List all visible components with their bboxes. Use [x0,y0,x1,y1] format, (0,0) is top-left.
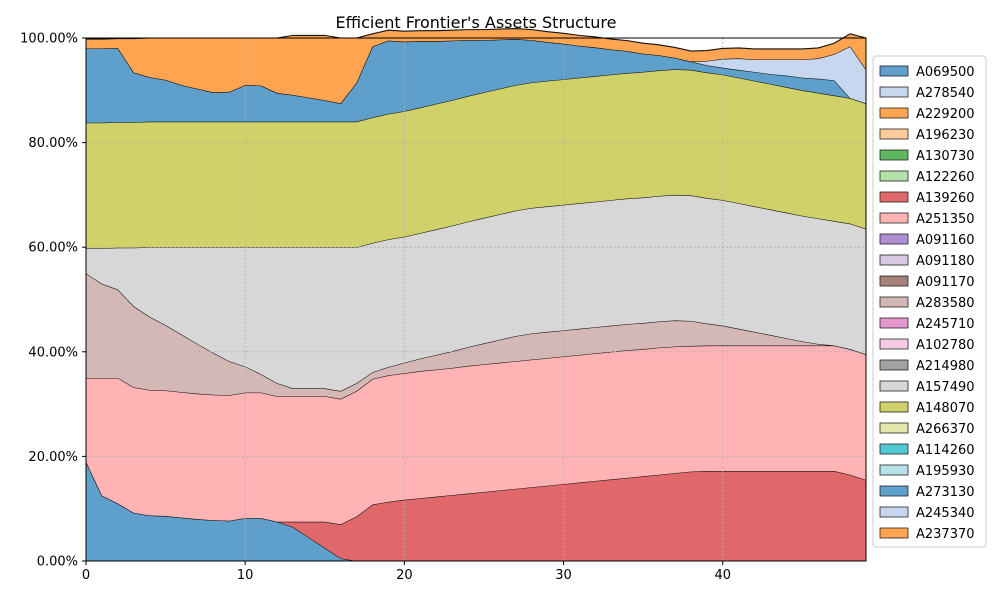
legend-swatch-A251350 [879,212,909,224]
legend-swatch-A091160 [879,233,909,245]
y-tick-label: 60.00% [28,241,78,256]
series-layer [85,28,867,562]
area-A139260 [86,461,866,561]
x-tick-label: 30 [555,568,572,583]
legend-label-A157490: A157490 [916,380,975,395]
legend-swatch-A283580 [879,296,909,308]
legend-swatch-A245340 [879,506,909,518]
legend-label-A195930: A195930 [916,464,975,479]
area-A069500 [86,461,866,561]
x-tick-label: 40 [714,568,731,583]
y-tick-label: 40.00% [28,345,78,360]
legend-swatch-A148070 [879,401,909,413]
legend-label-A266370: A266370 [916,422,975,437]
legend-label-A148070: A148070 [916,401,975,416]
legend-swatch-A273130 [879,485,909,497]
legend-swatch-A229200 [879,107,909,119]
legend-label-A278540: A278540 [916,86,975,101]
x-tick-label: 20 [396,568,413,583]
area-A283580 [86,273,866,399]
legend-label-A091160: A091160 [916,233,975,248]
area-A148070 [86,69,866,249]
legend-swatch-A214980 [879,359,909,371]
area-A251350 [86,345,866,525]
y-tick-label: 20.00% [28,450,78,465]
area-A273130 [86,39,866,123]
chart-title: Efficient Frontier's Assets Structure [336,13,617,32]
legend-label-A245340: A245340 [916,506,975,521]
legend-label-A130730: A130730 [916,149,975,164]
axis-layer: 0 10 20 30 40 0.00% 20.00% 40.00% 60.00% 80.00% 10… [20,32,867,583]
legend-swatch-A102780 [879,338,909,350]
legend-label-A102780: A102780 [916,338,975,353]
legend-label-A196230: A196230 [916,128,975,143]
legend-swatch-A091180 [879,254,909,266]
legend-swatch-A157490 [879,380,909,392]
legend-label-A069500: A069500 [916,65,975,80]
legend-label-A237370: A237370 [916,527,975,542]
legend-label-A283580: A283580 [916,296,975,311]
legend-label-A245710: A245710 [916,317,975,332]
legend-swatch-A069500 [879,65,909,77]
plot-frame [85,37,867,562]
legend-swatch-A091170 [879,275,909,287]
legend-label-A273130: A273130 [916,485,975,500]
legend-swatch-A195930 [879,464,909,476]
legend-swatch-A278540 [879,86,909,98]
legend-label-A091180: A091180 [916,254,975,269]
x-tick-label: 10 [237,568,254,583]
legend-swatch-A266370 [879,422,909,434]
y-tick-label: 80.00% [28,136,78,151]
legend-swatch-A139260 [879,191,909,203]
legend-swatch-A196230 [879,128,909,140]
legend: A069500 A278540 A229200 A196230 A130730 A1222… [872,55,987,548]
legend-swatch-A114260 [879,443,909,455]
legend-swatch-A245710 [879,317,909,329]
legend-label-A114260: A114260 [916,443,975,458]
y-tick-label: 100.00% [20,32,78,47]
legend-label-A122260: A122260 [916,170,975,185]
x-tick-label: 0 [82,568,90,583]
y-tick-label: 0.00% [37,555,78,570]
legend-swatch-A237370 [879,527,909,539]
legend-label-A214980: A214980 [916,359,975,374]
legend-swatch-A130730 [879,149,909,161]
legend-swatch-A122260 [879,170,909,182]
area-A157490 [86,194,866,392]
legend-label-A091170: A091170 [916,275,975,290]
legend-label-A229200: A229200 [916,107,975,122]
legend-label-A251350: A251350 [916,212,975,227]
legend-label-A139260: A139260 [916,191,975,206]
